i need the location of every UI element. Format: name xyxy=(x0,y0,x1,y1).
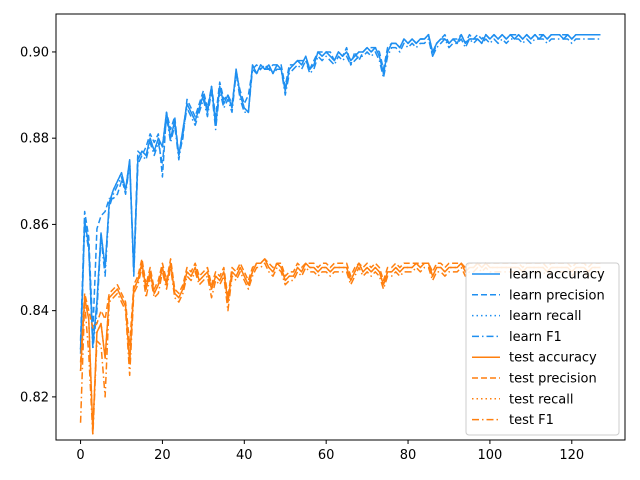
series-line-learn-recall xyxy=(79,33,601,350)
x-tick-label: 0 xyxy=(76,448,84,463)
legend-label: learn precision xyxy=(509,288,605,303)
legend-label: test accuracy xyxy=(509,351,597,366)
y-tick-label: 0.86 xyxy=(20,218,49,233)
legend-label: learn accuracy xyxy=(509,268,605,283)
series-line-learn-precision xyxy=(79,33,601,341)
x-tick-label: 20 xyxy=(154,448,171,463)
x-tick-label: 80 xyxy=(400,448,417,463)
legend-label: test F1 xyxy=(509,413,554,428)
y-tick-label: 0.88 xyxy=(20,132,49,147)
x-axis: 0 20 40 60 80 100 120 xyxy=(76,440,584,463)
axes-frame xyxy=(55,13,626,441)
legend-label: learn F1 xyxy=(509,330,562,345)
y-tick-label: 0.90 xyxy=(20,45,49,60)
x-tick-label: 60 xyxy=(318,448,335,463)
legend-box xyxy=(465,262,620,436)
series-line-learn-f1 xyxy=(79,38,601,354)
legend: learn accuracy learn precision learn recal… xyxy=(465,262,620,436)
x-tick-label: 120 xyxy=(559,448,584,463)
x-tick-label: 100 xyxy=(477,448,502,463)
y-axis: 0.82 0.84 0.86 0.88 0.90 xyxy=(20,45,56,405)
y-tick-label: 0.82 xyxy=(20,390,49,405)
x-tick-label: 40 xyxy=(236,448,253,463)
legend-label: test precision xyxy=(509,372,597,387)
y-tick-label: 0.84 xyxy=(20,304,49,319)
legend-label: learn recall xyxy=(509,309,581,324)
legend-label: test recall xyxy=(509,392,574,407)
